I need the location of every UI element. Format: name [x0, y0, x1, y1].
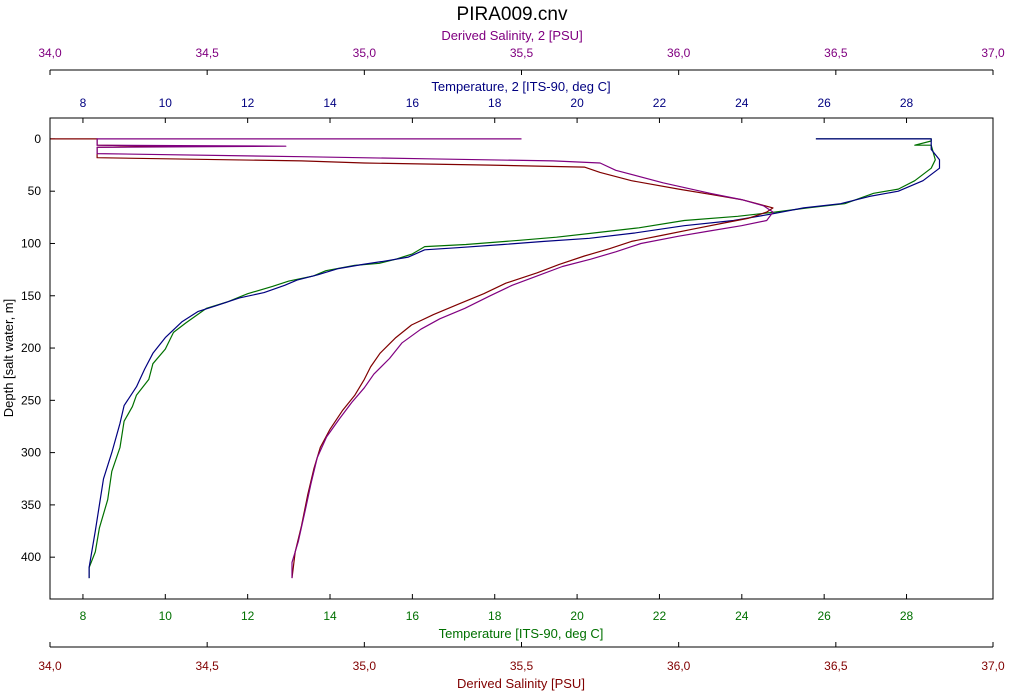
- salinity-tick-label: 35,5: [510, 659, 534, 673]
- temperature2-tick-label: 12: [241, 96, 255, 110]
- series-line-salinity2: [96, 138, 774, 579]
- temperature2-axis-title: Temperature, 2 [ITS-90, deg C]: [431, 79, 610, 94]
- temperature-tick-label: 16: [406, 609, 420, 623]
- depth-tick-label: 0: [34, 132, 41, 146]
- temperature-tick-label: 26: [817, 609, 831, 623]
- salinity2-tick-label: 36,5: [824, 46, 848, 60]
- salinity-tick-label: 34,0: [38, 659, 62, 673]
- temperature-tick-label: 12: [241, 609, 255, 623]
- salinity-tick-label: 36,5: [824, 659, 848, 673]
- temperature2-tick-label: 28: [900, 96, 914, 110]
- chart-title: PIRA009.cnv: [457, 4, 568, 25]
- salinity2-tick-label: 36,0: [667, 46, 691, 60]
- temperature-tick-label: 10: [159, 609, 173, 623]
- data-series: [50, 138, 941, 579]
- temperature-tick-label: 8: [80, 609, 87, 623]
- salinity-tick-label: 34,5: [195, 659, 219, 673]
- temperature2-tick-label: 10: [159, 96, 173, 110]
- salinity2-axis-title: Derived Salinity, 2 [PSU]: [441, 28, 582, 43]
- salinity2-tick-label: 37,0: [981, 46, 1005, 60]
- temperature2-tick-label: 8: [80, 96, 87, 110]
- depth-tick-label: 200: [21, 341, 41, 355]
- temperature-tick-label: 20: [570, 609, 584, 623]
- temperature-tick-label: 18: [488, 609, 502, 623]
- temperature-tick-label: 28: [900, 609, 914, 623]
- salinity-tick-label: 36,0: [667, 659, 691, 673]
- depth-tick-label: 300: [21, 446, 41, 460]
- depth-axis-title: Depth [salt water, m]: [1, 299, 16, 418]
- depth-tick-label: 400: [21, 550, 41, 564]
- temperature2-tick-label: 14: [323, 96, 337, 110]
- temperature-tick-label: 22: [653, 609, 667, 623]
- temperature-tick-label: 24: [735, 609, 749, 623]
- depth-tick-label: 150: [21, 289, 41, 303]
- depth-tick-label: 250: [21, 393, 41, 407]
- salinity2-tick-label: 35,5: [510, 46, 534, 60]
- plot-frame: [49, 117, 994, 600]
- salinity-tick-label: 37,0: [981, 659, 1005, 673]
- depth-tick-label: 50: [28, 184, 42, 198]
- salinity2-tick-label: 34,0: [38, 46, 62, 60]
- axis-ticks: 34,0 34,5 35,0 35,5 36,0 36,5 37,0 8 10 12 14 16 18 2…: [21, 46, 1005, 673]
- temperature-tick-label: 14: [323, 609, 337, 623]
- depth-tick-label: 350: [21, 498, 41, 512]
- temperature2-tick-label: 26: [817, 96, 831, 110]
- series-line-temperature: [88, 138, 936, 579]
- salinity-axis-title: Derived Salinity [PSU]: [457, 676, 585, 691]
- salinity2-tick-label: 34,5: [195, 46, 219, 60]
- temperature2-tick-label: 16: [406, 96, 420, 110]
- depth-tick-label: 100: [21, 236, 41, 250]
- temperature2-tick-label: 18: [488, 96, 502, 110]
- series-line-salinity: [50, 138, 774, 579]
- temperature2-tick-label: 22: [653, 96, 667, 110]
- series-line-temperature2: [88, 138, 941, 579]
- salinity2-tick-label: 35,0: [353, 46, 377, 60]
- salinity-tick-label: 35,0: [353, 659, 377, 673]
- temperature-axis-title: Temperature [ITS-90, deg C]: [439, 626, 604, 641]
- temperature2-tick-label: 24: [735, 96, 749, 110]
- temperature2-tick-label: 20: [570, 96, 584, 110]
